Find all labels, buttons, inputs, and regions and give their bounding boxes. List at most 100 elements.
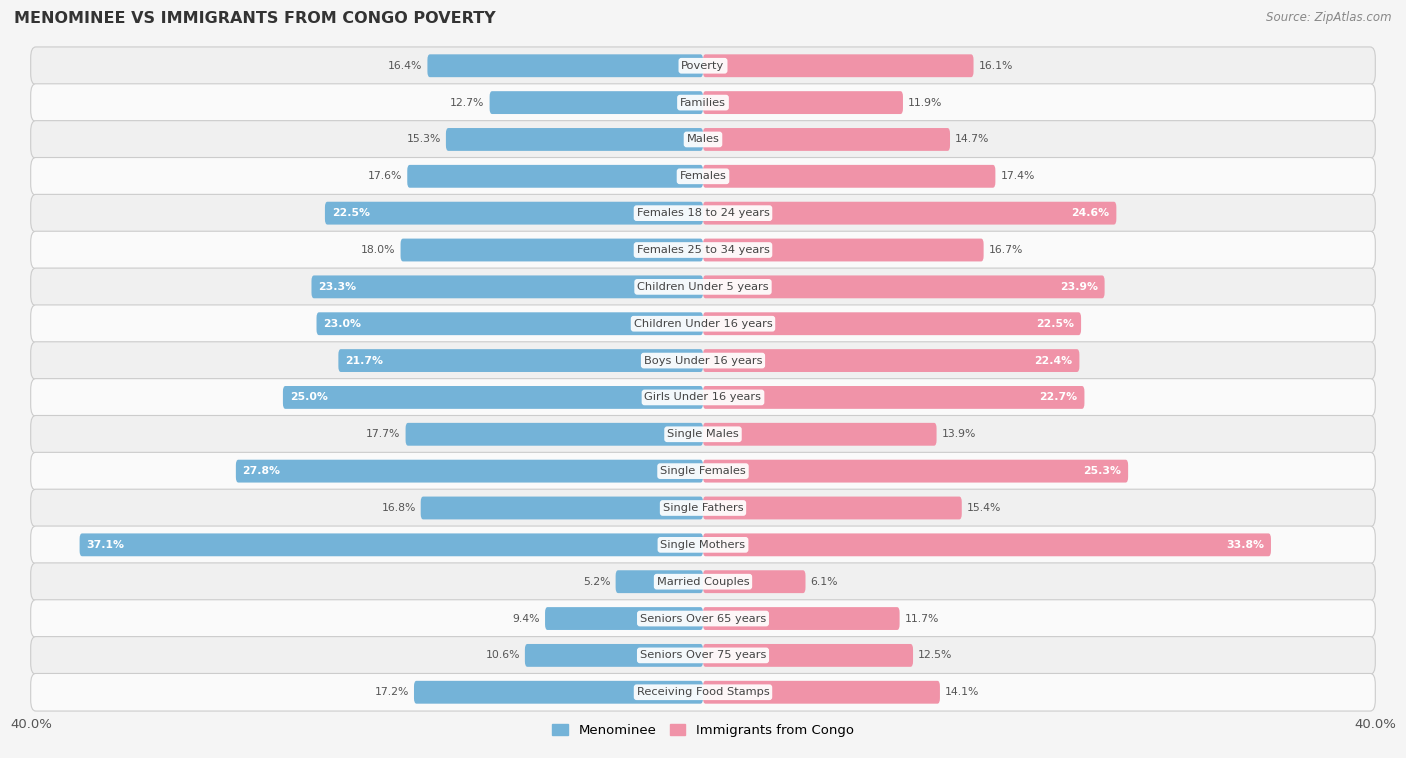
Text: Children Under 16 years: Children Under 16 years: [634, 318, 772, 329]
Text: 22.7%: 22.7%: [1039, 393, 1078, 402]
Text: 23.3%: 23.3%: [318, 282, 356, 292]
FancyBboxPatch shape: [31, 268, 1375, 305]
Text: Single Mothers: Single Mothers: [661, 540, 745, 550]
Text: 15.3%: 15.3%: [406, 134, 441, 145]
Text: Girls Under 16 years: Girls Under 16 years: [644, 393, 762, 402]
Text: 15.4%: 15.4%: [967, 503, 1001, 513]
FancyBboxPatch shape: [283, 386, 703, 409]
Text: 25.0%: 25.0%: [290, 393, 328, 402]
FancyBboxPatch shape: [408, 165, 703, 188]
Text: 17.2%: 17.2%: [374, 688, 409, 697]
FancyBboxPatch shape: [703, 312, 1081, 335]
FancyBboxPatch shape: [31, 47, 1375, 85]
Text: 13.9%: 13.9%: [942, 429, 976, 440]
FancyBboxPatch shape: [703, 275, 1105, 299]
FancyBboxPatch shape: [413, 681, 703, 703]
FancyBboxPatch shape: [31, 415, 1375, 453]
Text: 17.4%: 17.4%: [1001, 171, 1035, 181]
Text: 14.7%: 14.7%: [955, 134, 990, 145]
Text: Families: Families: [681, 98, 725, 108]
Text: 6.1%: 6.1%: [810, 577, 838, 587]
FancyBboxPatch shape: [325, 202, 703, 224]
FancyBboxPatch shape: [703, 239, 984, 262]
Text: 9.4%: 9.4%: [513, 613, 540, 624]
FancyBboxPatch shape: [31, 637, 1375, 674]
Text: 12.5%: 12.5%: [918, 650, 952, 660]
FancyBboxPatch shape: [703, 496, 962, 519]
FancyBboxPatch shape: [31, 194, 1375, 232]
Text: 37.1%: 37.1%: [86, 540, 124, 550]
FancyBboxPatch shape: [703, 423, 936, 446]
Text: 16.4%: 16.4%: [388, 61, 422, 70]
FancyBboxPatch shape: [703, 644, 912, 667]
FancyBboxPatch shape: [31, 379, 1375, 416]
FancyBboxPatch shape: [31, 231, 1375, 269]
Text: MENOMINEE VS IMMIGRANTS FROM CONGO POVERTY: MENOMINEE VS IMMIGRANTS FROM CONGO POVER…: [14, 11, 496, 27]
Text: 27.8%: 27.8%: [243, 466, 281, 476]
FancyBboxPatch shape: [31, 84, 1375, 121]
Text: 17.7%: 17.7%: [366, 429, 401, 440]
Text: Single Males: Single Males: [666, 429, 740, 440]
Text: 24.6%: 24.6%: [1071, 208, 1109, 218]
Text: Poverty: Poverty: [682, 61, 724, 70]
Text: 22.4%: 22.4%: [1035, 356, 1073, 365]
FancyBboxPatch shape: [31, 489, 1375, 527]
Text: 33.8%: 33.8%: [1226, 540, 1264, 550]
Text: 14.1%: 14.1%: [945, 688, 980, 697]
FancyBboxPatch shape: [489, 91, 703, 114]
Text: Males: Males: [686, 134, 720, 145]
Text: 23.0%: 23.0%: [323, 318, 361, 329]
FancyBboxPatch shape: [31, 453, 1375, 490]
FancyBboxPatch shape: [80, 534, 703, 556]
Text: 22.5%: 22.5%: [332, 208, 370, 218]
FancyBboxPatch shape: [31, 158, 1375, 195]
Text: Children Under 5 years: Children Under 5 years: [637, 282, 769, 292]
FancyBboxPatch shape: [703, 349, 1080, 372]
FancyBboxPatch shape: [31, 600, 1375, 637]
Text: Single Fathers: Single Fathers: [662, 503, 744, 513]
FancyBboxPatch shape: [401, 239, 703, 262]
Text: 11.9%: 11.9%: [908, 98, 942, 108]
FancyBboxPatch shape: [703, 570, 806, 593]
FancyBboxPatch shape: [616, 570, 703, 593]
FancyBboxPatch shape: [405, 423, 703, 446]
Text: Single Females: Single Females: [661, 466, 745, 476]
Text: 11.7%: 11.7%: [904, 613, 939, 624]
FancyBboxPatch shape: [236, 459, 703, 483]
FancyBboxPatch shape: [312, 275, 703, 299]
FancyBboxPatch shape: [420, 496, 703, 519]
Legend: Menominee, Immigrants from Congo: Menominee, Immigrants from Congo: [547, 719, 859, 743]
Text: 17.6%: 17.6%: [368, 171, 402, 181]
Text: Married Couples: Married Couples: [657, 577, 749, 587]
FancyBboxPatch shape: [446, 128, 703, 151]
Text: Seniors Over 65 years: Seniors Over 65 years: [640, 613, 766, 624]
Text: Boys Under 16 years: Boys Under 16 years: [644, 356, 762, 365]
Text: 21.7%: 21.7%: [344, 356, 382, 365]
FancyBboxPatch shape: [31, 563, 1375, 600]
FancyBboxPatch shape: [703, 607, 900, 630]
Text: 25.3%: 25.3%: [1084, 466, 1122, 476]
Text: 22.5%: 22.5%: [1036, 318, 1074, 329]
Text: Females: Females: [679, 171, 727, 181]
Text: 16.8%: 16.8%: [381, 503, 416, 513]
Text: 23.9%: 23.9%: [1060, 282, 1098, 292]
Text: Seniors Over 75 years: Seniors Over 75 years: [640, 650, 766, 660]
FancyBboxPatch shape: [703, 681, 941, 703]
FancyBboxPatch shape: [31, 526, 1375, 564]
FancyBboxPatch shape: [31, 305, 1375, 343]
Text: Females 25 to 34 years: Females 25 to 34 years: [637, 245, 769, 255]
FancyBboxPatch shape: [703, 128, 950, 151]
Text: 16.1%: 16.1%: [979, 61, 1012, 70]
FancyBboxPatch shape: [524, 644, 703, 667]
FancyBboxPatch shape: [703, 202, 1116, 224]
Text: 12.7%: 12.7%: [450, 98, 485, 108]
FancyBboxPatch shape: [703, 165, 995, 188]
FancyBboxPatch shape: [339, 349, 703, 372]
FancyBboxPatch shape: [703, 91, 903, 114]
Text: 10.6%: 10.6%: [485, 650, 520, 660]
FancyBboxPatch shape: [703, 459, 1128, 483]
Text: 18.0%: 18.0%: [361, 245, 395, 255]
Text: Females 18 to 24 years: Females 18 to 24 years: [637, 208, 769, 218]
Text: Receiving Food Stamps: Receiving Food Stamps: [637, 688, 769, 697]
FancyBboxPatch shape: [703, 534, 1271, 556]
